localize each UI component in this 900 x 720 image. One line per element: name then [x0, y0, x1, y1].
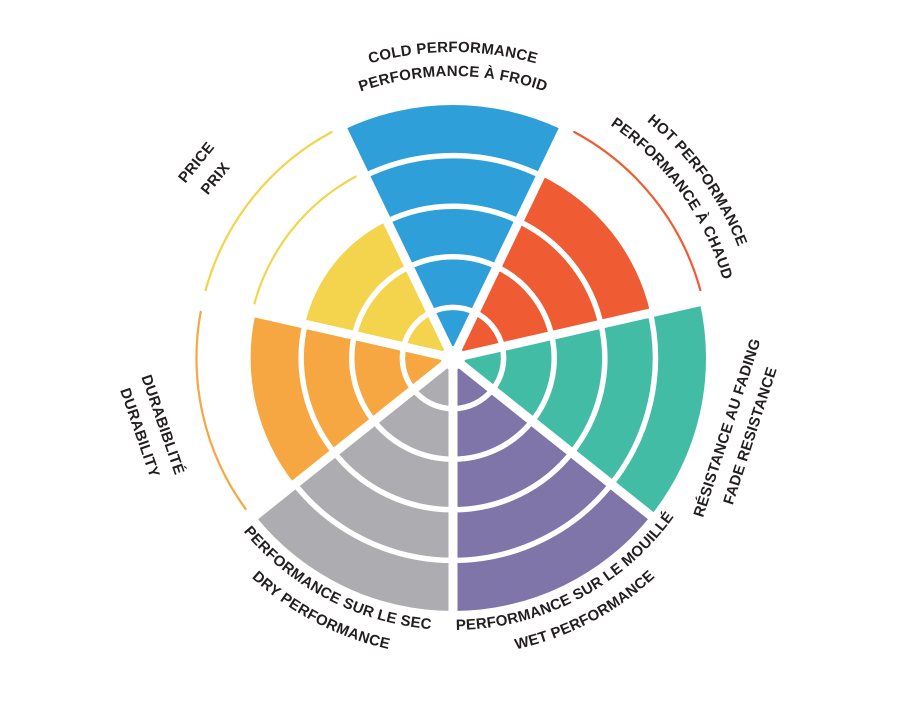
wheel-center — [441, 346, 465, 370]
segment-divider-line — [333, 115, 458, 360]
segment-fade-ring-separator — [567, 320, 608, 457]
segment-divider-line — [448, 115, 573, 360]
segment-wet-ring-separator — [450, 448, 576, 513]
segment-cold-ring-separator — [383, 203, 523, 225]
label-hot-en: HOT PERFORMANCE — [644, 111, 750, 248]
segment-hot-unfilled-ring-outline — [573, 130, 702, 292]
segment-divider-line — [451, 294, 715, 363]
segment-wet-ring-separator — [449, 479, 616, 564]
segment-dry-ring-separator — [370, 418, 455, 462]
segment-hot-ring-separator — [515, 217, 605, 328]
segment-dry-ring-separator — [290, 479, 457, 564]
label-cold-fr: PERFORMANCE À FROID — [356, 63, 549, 95]
segment-durability-ring-separator — [349, 333, 378, 425]
segment-hot-ring-separator — [494, 263, 555, 338]
segment-fade-wedge — [453, 301, 707, 516]
segment-price-ring-separator — [351, 263, 412, 338]
segment-cold-ring-separator — [360, 152, 546, 180]
segment-hot-wedge — [453, 175, 651, 358]
segment-price-unfilled-ring-outline — [204, 130, 333, 292]
segment-divider-line — [191, 294, 455, 363]
segment-fade-ring-separator — [528, 333, 557, 425]
segment-cold-wedge — [343, 104, 563, 358]
segment-cold-ring-separator — [406, 254, 500, 271]
segment-fade-ring-separator — [606, 308, 659, 489]
segment-divider-line — [450, 354, 665, 528]
segment-durability-ring-separator — [298, 320, 339, 457]
segment-wet-ring-separator — [451, 418, 536, 462]
segment-dry-wedge — [255, 358, 453, 611]
segment-price-unfilled-ring-outline — [253, 175, 357, 305]
segment-wet-wedge — [453, 358, 651, 611]
segment-divider-line — [241, 354, 456, 528]
segment-durability-unfilled-ring-outline — [195, 310, 247, 511]
segment-dry-ring-separator — [330, 448, 456, 513]
